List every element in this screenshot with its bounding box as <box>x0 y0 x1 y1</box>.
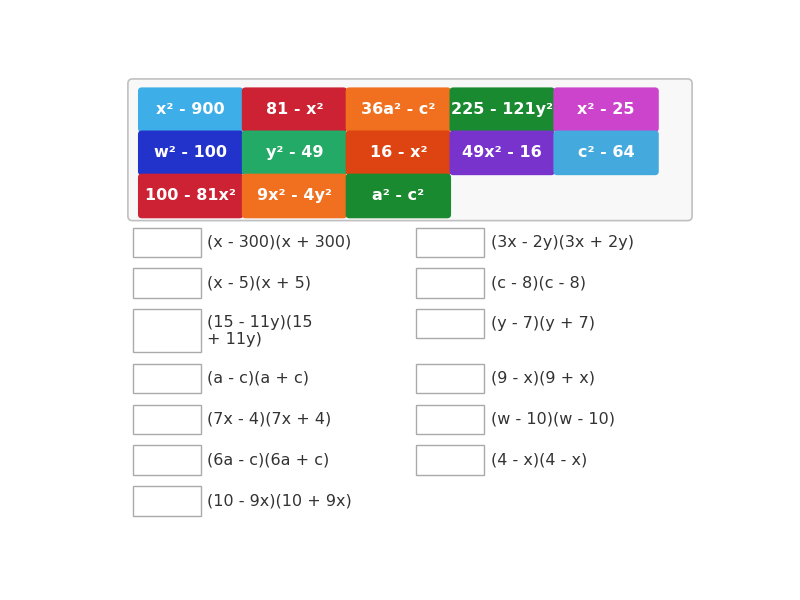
Text: 49x² - 16: 49x² - 16 <box>462 145 542 160</box>
FancyBboxPatch shape <box>133 309 201 352</box>
FancyBboxPatch shape <box>133 227 201 257</box>
Text: (x - 5)(x + 5): (x - 5)(x + 5) <box>207 275 311 290</box>
Text: (3x - 2y)(3x + 2y): (3x - 2y)(3x + 2y) <box>490 235 634 250</box>
FancyBboxPatch shape <box>133 268 201 298</box>
FancyBboxPatch shape <box>242 88 347 132</box>
Text: x² - 900: x² - 900 <box>156 102 225 117</box>
FancyBboxPatch shape <box>138 173 243 218</box>
Text: 9x² - 4y²: 9x² - 4y² <box>257 188 332 203</box>
Text: (4 - x)(4 - x): (4 - x)(4 - x) <box>490 452 587 467</box>
FancyBboxPatch shape <box>416 268 485 298</box>
Text: (10 - 9x)(10 + 9x): (10 - 9x)(10 + 9x) <box>207 493 352 508</box>
FancyBboxPatch shape <box>133 404 201 434</box>
FancyBboxPatch shape <box>133 486 201 515</box>
FancyBboxPatch shape <box>450 88 555 132</box>
FancyBboxPatch shape <box>416 445 485 475</box>
Text: 100 - 81x²: 100 - 81x² <box>146 188 236 203</box>
Text: 225 - 121y²: 225 - 121y² <box>451 102 554 117</box>
FancyBboxPatch shape <box>133 445 201 475</box>
FancyBboxPatch shape <box>138 88 243 132</box>
FancyBboxPatch shape <box>138 131 243 175</box>
FancyBboxPatch shape <box>242 131 347 175</box>
Text: (6a - c)(6a + c): (6a - c)(6a + c) <box>207 452 330 467</box>
Text: (a - c)(a + c): (a - c)(a + c) <box>207 371 309 386</box>
FancyBboxPatch shape <box>346 131 451 175</box>
FancyBboxPatch shape <box>416 227 485 257</box>
Text: (c - 8)(c - 8): (c - 8)(c - 8) <box>490 275 586 290</box>
Text: 81 - x²: 81 - x² <box>266 102 323 117</box>
FancyBboxPatch shape <box>346 88 451 132</box>
Text: (9 - x)(9 + x): (9 - x)(9 + x) <box>490 371 594 386</box>
Text: (w - 10)(w - 10): (w - 10)(w - 10) <box>490 412 614 427</box>
FancyBboxPatch shape <box>416 404 485 434</box>
Text: (7x - 4)(7x + 4): (7x - 4)(7x + 4) <box>207 412 331 427</box>
FancyBboxPatch shape <box>416 364 485 393</box>
Text: (15 - 11y)(15
+ 11y): (15 - 11y)(15 + 11y) <box>207 314 313 347</box>
FancyBboxPatch shape <box>450 131 555 175</box>
Text: y² - 49: y² - 49 <box>266 145 323 160</box>
Text: (x - 300)(x + 300): (x - 300)(x + 300) <box>207 235 351 250</box>
Text: 36a² - c²: 36a² - c² <box>361 102 435 117</box>
FancyBboxPatch shape <box>128 79 692 221</box>
FancyBboxPatch shape <box>133 364 201 393</box>
FancyBboxPatch shape <box>416 309 485 338</box>
Text: (y - 7)(y + 7): (y - 7)(y + 7) <box>490 316 594 331</box>
FancyBboxPatch shape <box>242 173 347 218</box>
FancyBboxPatch shape <box>346 173 451 218</box>
FancyBboxPatch shape <box>554 88 658 132</box>
Text: c² - 64: c² - 64 <box>578 145 634 160</box>
FancyBboxPatch shape <box>554 131 658 175</box>
Text: w² - 100: w² - 100 <box>154 145 227 160</box>
Text: a² - c²: a² - c² <box>372 188 425 203</box>
Text: x² - 25: x² - 25 <box>578 102 635 117</box>
Text: 16 - x²: 16 - x² <box>370 145 427 160</box>
